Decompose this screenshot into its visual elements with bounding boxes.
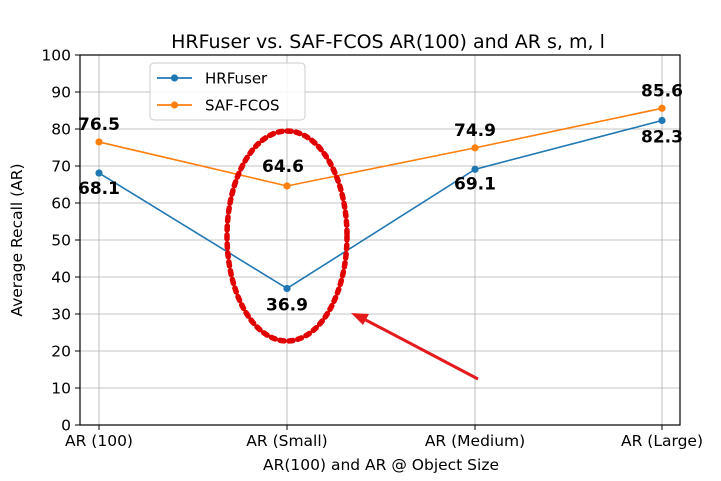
data-label-hrfuser: 69.1 [454,174,496,194]
x-tick-label: AR (100) [65,432,133,450]
legend-marker-hrfuser [170,74,179,82]
chart-title: HRFuser vs. SAF-FCOS AR(100) and AR s, m… [171,31,605,53]
data-point-saf-fcos [95,138,103,146]
data-label-hrfuser: 82.3 [641,127,683,147]
y-tick-label: 90 [51,84,71,102]
data-label-saf-fcos: 76.5 [78,115,120,135]
y-tick-label: 0 [61,417,71,435]
x-tick-label: AR (Large) [621,432,703,450]
x-tick-label: AR (Medium) [425,432,525,450]
data-point-hrfuser [95,169,103,177]
annotation-arrow-shaft [361,316,479,381]
data-labels: 68.1 36.9 69.1 82.3 76.5 64.6 74.9 85.6 [78,81,683,315]
y-tick-label: 20 [51,343,71,361]
y-tick-label: 70 [51,158,71,176]
y-tick-label: 100 [41,47,71,65]
y-tick-label: 80 [51,121,71,139]
data-point-saf-fcos [283,182,291,190]
data-label-hrfuser: 68.1 [78,179,120,199]
series-lines [95,104,666,293]
annotations [224,128,479,381]
y-axis: 0 10 20 30 40 50 60 70 80 90 100 [41,47,80,435]
legend-marker-saf-fcos [170,101,179,109]
data-label-saf-fcos: 85.6 [641,81,683,101]
highlight-ellipse [224,128,350,344]
legend-label-saf-fcos: SAF-FCOS [205,97,280,115]
legend: HRFuser SAF-FCOS [149,62,306,121]
x-axis: AR (100) AR (Small) AR (Medium) AR (Large) [65,425,703,450]
y-tick-label: 30 [51,306,71,324]
legend-label-hrfuser: HRFuser [205,70,268,88]
data-point-saf-fcos [658,104,666,112]
y-tick-label: 10 [51,380,71,398]
x-axis-label: AR(100) and AR @ Object Size [263,456,499,474]
y-tick-label: 50 [51,232,71,250]
y-tick-label: 60 [51,195,71,213]
data-point-saf-fcos [471,144,479,152]
data-label-saf-fcos: 64.6 [262,157,304,177]
annotation-arrow-head [351,313,369,325]
y-tick-label: 40 [51,269,71,287]
data-point-hrfuser [471,165,479,173]
series-line-hrfuser [98,119,663,290]
series-line-saf-fcos [98,107,663,187]
data-label-saf-fcos: 74.9 [454,121,496,141]
x-tick-label: AR (Small) [246,432,327,450]
data-point-hrfuser [283,284,291,293]
data-label-hrfuser: 36.9 [266,295,308,315]
data-point-hrfuser [658,116,666,125]
y-axis-label: Average Recall (AR) [8,163,26,316]
